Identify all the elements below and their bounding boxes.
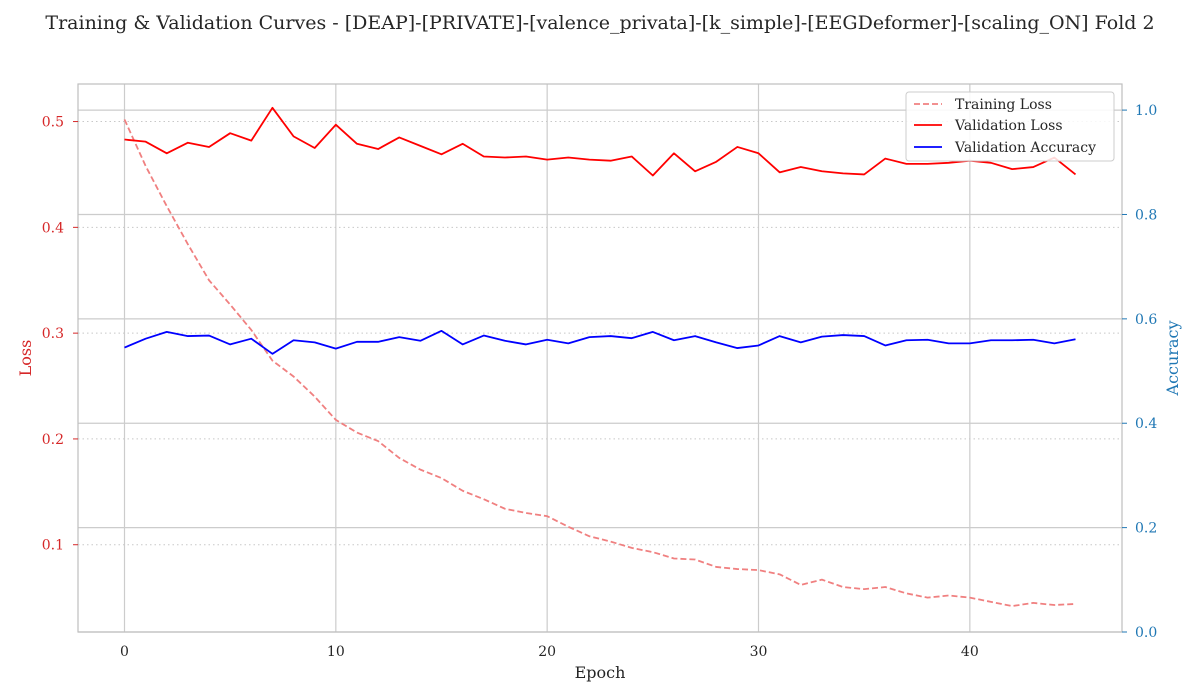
left-tick-label: 0.4 [42,220,64,236]
x-tick-label: 40 [961,644,979,660]
series-line-training-loss [123,119,1076,607]
legend-label-validation-accuracy: Validation Accuracy [954,140,1096,156]
legend-label-training-loss: Training Loss [955,97,1052,113]
legend-box [905,91,1115,162]
legend: Training Loss Validation Loss Validation… [905,91,1115,162]
chart-title: Training & Validation Curves - [DEAP]-[P… [45,12,1154,34]
left-tick-label: 0.1 [42,538,64,554]
right-axis-label: Accuracy [1163,321,1182,397]
right-axis-ticks: 0.0 0.2 0.4 0.6 0.8 1.0 [1122,103,1157,641]
x-tick-label: 0 [120,644,129,660]
left-tick-label: 0.2 [42,432,64,448]
x-axis-label: Epoch [575,663,626,682]
right-tick-label: 1.0 [1135,103,1157,119]
series-layer [123,106,1077,607]
right-tick-label: 0.0 [1135,625,1157,641]
grid [78,84,1122,633]
left-axis-ticks: 0.1 0.2 0.3 0.4 0.5 [42,115,78,554]
left-tick-label: 0.5 [42,115,64,131]
series-line-validation-accuracy [124,329,1076,355]
left-axis-label: Loss [16,340,35,377]
series-line-validation-loss [124,106,1077,177]
x-tick-label: 10 [327,644,345,660]
x-tick-label: 20 [538,644,556,660]
left-tick-label: 0.3 [42,326,64,342]
right-tick-label: 0.2 [1135,521,1157,537]
plot-area [77,83,1123,633]
right-tick-label: 0.4 [1135,416,1157,432]
right-tick-label: 0.8 [1135,207,1157,223]
right-tick-label: 0.6 [1135,312,1157,328]
legend-label-validation-loss: Validation Loss [954,118,1063,134]
x-axis-ticks: 0 10 20 30 40 [120,644,979,660]
x-tick-label: 30 [750,644,768,660]
